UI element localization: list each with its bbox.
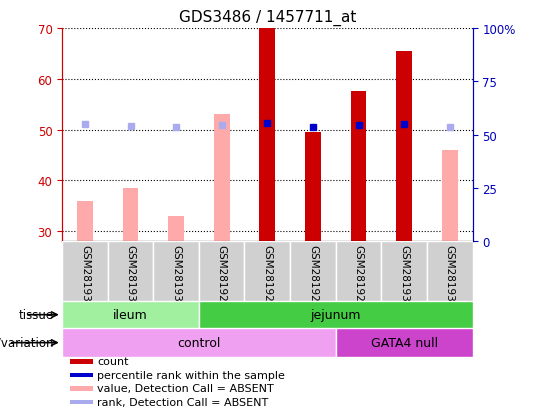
Text: GSM281933: GSM281933 [125, 244, 136, 308]
Text: value, Detection Call = ABSENT: value, Detection Call = ABSENT [97, 383, 274, 393]
Bar [290, 242, 336, 301]
Text: jejunum: jejunum [310, 309, 361, 321]
Text: GSM281927: GSM281927 [262, 244, 272, 308]
Bar [199, 242, 245, 301]
Bar [259, 29, 275, 242]
Bar [70, 400, 93, 404]
Bar [62, 242, 107, 301]
Text: GSM281929: GSM281929 [354, 244, 363, 308]
Text: percentile rank within the sample: percentile rank within the sample [97, 370, 285, 380]
Bar [168, 216, 184, 242]
Text: rank, Detection Call = ABSENT: rank, Detection Call = ABSENT [97, 396, 268, 407]
Text: genotype/variation: genotype/variation [0, 336, 54, 349]
Bar [199, 301, 472, 328]
Text: GSM281930: GSM281930 [399, 244, 409, 308]
Text: GSM281934: GSM281934 [171, 244, 181, 308]
Bar [70, 373, 93, 377]
Text: GSM281932: GSM281932 [80, 244, 90, 308]
Bar [70, 360, 93, 364]
Bar [123, 188, 138, 242]
Bar [427, 242, 472, 301]
Text: GSM281931: GSM281931 [445, 244, 455, 308]
Bar [245, 242, 290, 301]
Bar [350, 92, 367, 242]
Text: control: control [177, 336, 220, 349]
Bar [381, 242, 427, 301]
Text: GSM281928: GSM281928 [308, 244, 318, 308]
Text: GATA4 null: GATA4 null [370, 336, 437, 349]
Bar [305, 133, 321, 242]
Bar [396, 52, 412, 242]
Bar [62, 328, 336, 357]
Bar [153, 242, 199, 301]
Text: GSM281926: GSM281926 [217, 244, 227, 308]
Bar [70, 387, 93, 391]
Bar [62, 301, 199, 328]
Bar [336, 328, 472, 357]
Text: tissue: tissue [19, 309, 54, 321]
Bar [107, 242, 153, 301]
Text: ileum: ileum [113, 309, 148, 321]
Title: GDS3486 / 1457711_at: GDS3486 / 1457711_at [179, 10, 356, 26]
Bar [336, 242, 381, 301]
Bar [442, 150, 458, 242]
Bar [77, 201, 93, 242]
Text: count: count [97, 356, 129, 366]
Bar [214, 115, 230, 242]
